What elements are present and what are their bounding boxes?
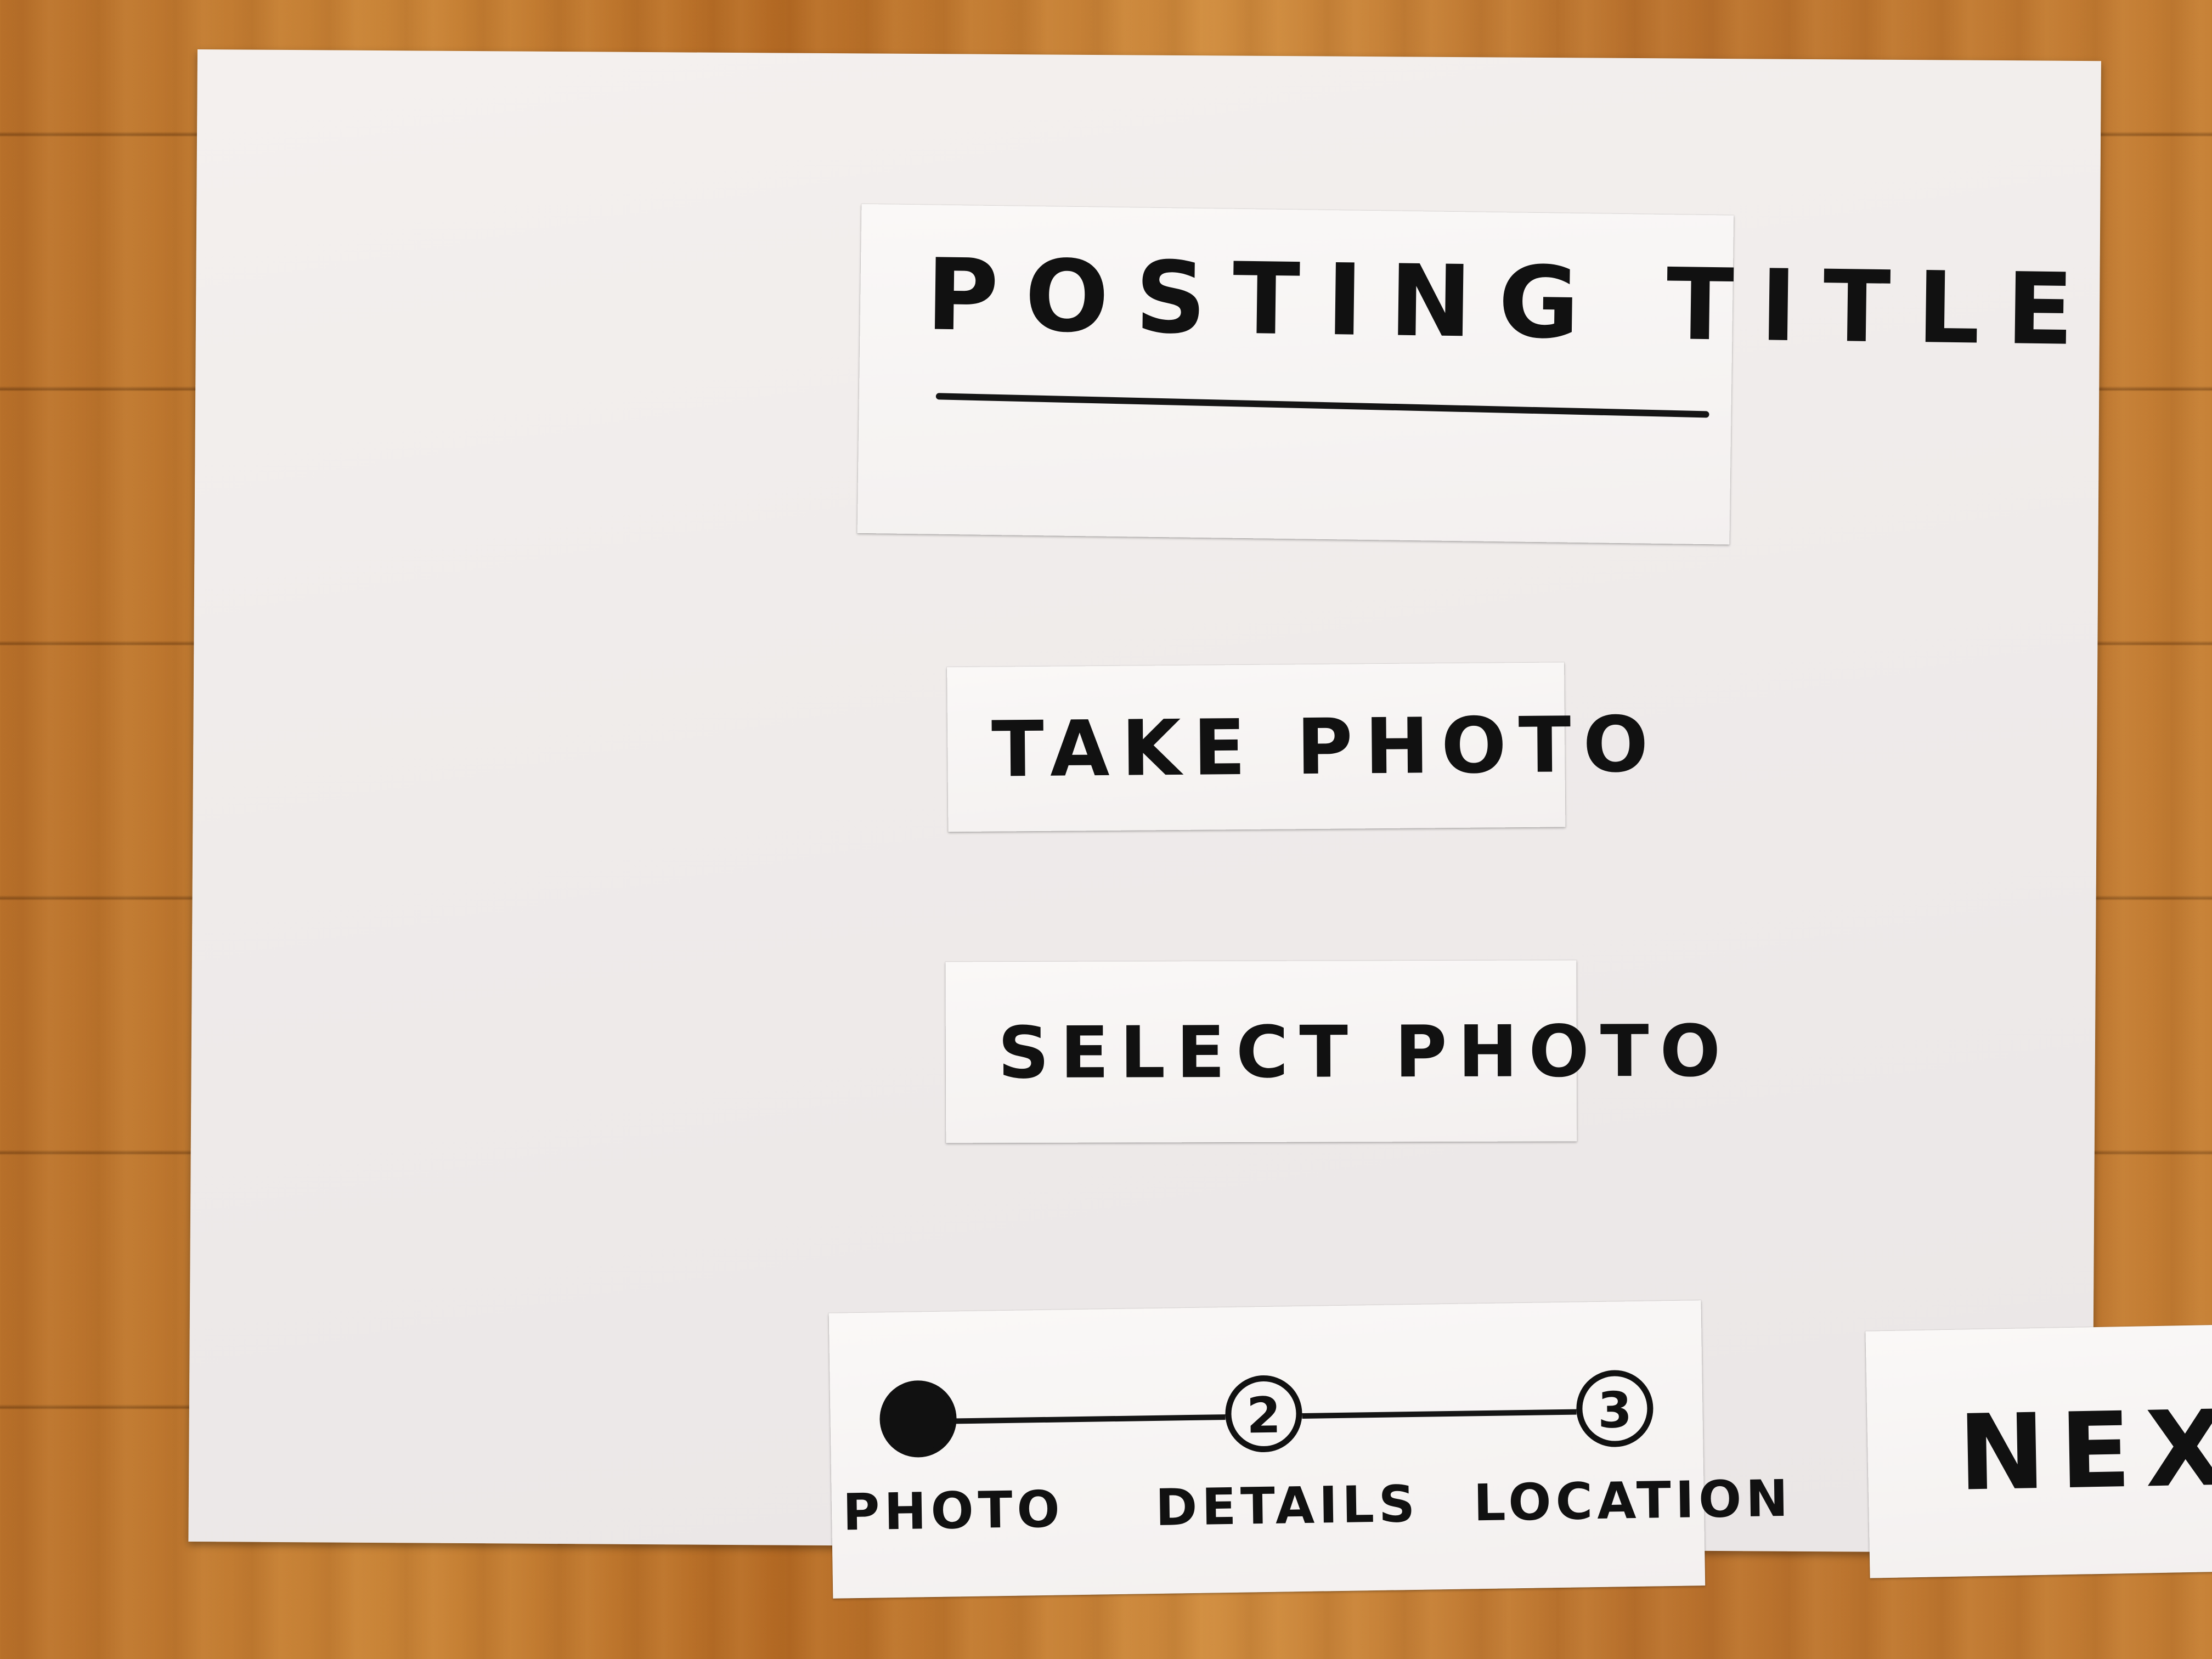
step-number: 2 xyxy=(1246,1386,1282,1445)
progress-stepper: 2 3 PHOTO DETAILS LOCATION xyxy=(842,1361,1793,1559)
step-2-label: DETAILS xyxy=(1155,1474,1420,1537)
take-photo-label: TAKE PHOTO xyxy=(991,700,1661,795)
paper-prototype-screen: POSTING TITLE TAKE PHOTO SELECT PHOTO 2 … xyxy=(188,49,2212,1599)
next-label: NEXT xyxy=(1957,1386,2212,1514)
stepper-connector xyxy=(951,1414,1226,1424)
step-number: 3 xyxy=(1597,1381,1633,1440)
select-photo-label: SELECT PHOTO xyxy=(997,1009,1732,1095)
step-2-details-indicator[interactable]: 2 xyxy=(1224,1375,1303,1453)
step-1-photo-indicator[interactable] xyxy=(879,1380,957,1458)
posting-title-label: POSTING TITLE xyxy=(925,238,2101,368)
step-1-label: PHOTO xyxy=(842,1480,1065,1542)
select-photo-button[interactable]: SELECT PHOTO xyxy=(945,960,1731,1143)
stepper-connector xyxy=(1302,1409,1577,1419)
step-3-label: LOCATION xyxy=(1473,1469,1793,1533)
take-photo-button[interactable]: TAKE PHOTO xyxy=(947,662,1661,832)
posting-title-field[interactable]: POSTING TITLE xyxy=(857,204,2101,545)
step-number xyxy=(885,1392,950,1393)
title-input-underline xyxy=(935,393,1709,418)
step-3-location-indicator[interactable]: 3 xyxy=(1576,1369,1654,1448)
next-button[interactable]: NEXT xyxy=(1865,1324,2212,1578)
progress-stepper-card: 2 3 PHOTO DETAILS LOCATION xyxy=(828,1300,1793,1599)
